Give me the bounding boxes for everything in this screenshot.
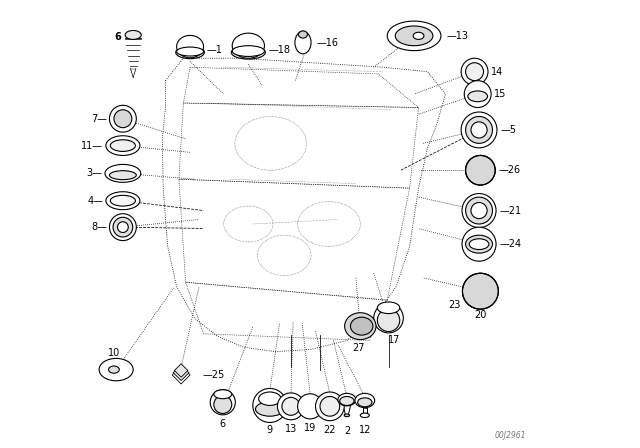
Ellipse shape	[231, 46, 266, 59]
Text: 20: 20	[474, 310, 486, 320]
Text: 6: 6	[114, 32, 120, 42]
Circle shape	[210, 390, 236, 415]
Circle shape	[471, 122, 487, 138]
Ellipse shape	[355, 393, 374, 408]
Ellipse shape	[360, 413, 369, 418]
Circle shape	[463, 273, 499, 309]
Ellipse shape	[255, 402, 284, 416]
Ellipse shape	[232, 33, 264, 58]
Ellipse shape	[338, 393, 356, 406]
Ellipse shape	[214, 390, 232, 399]
Ellipse shape	[396, 26, 433, 46]
Ellipse shape	[176, 46, 204, 59]
Ellipse shape	[298, 31, 307, 38]
Ellipse shape	[358, 398, 372, 407]
Circle shape	[298, 394, 323, 419]
Circle shape	[461, 112, 497, 148]
Text: 3—: 3—	[86, 168, 102, 178]
Ellipse shape	[110, 195, 136, 206]
Text: 19: 19	[304, 423, 316, 433]
Text: 8—: 8—	[91, 222, 107, 232]
Ellipse shape	[344, 414, 349, 417]
Circle shape	[462, 194, 496, 228]
Circle shape	[466, 116, 493, 143]
Text: —25: —25	[203, 370, 225, 380]
Text: 00J2961: 00J2961	[495, 431, 526, 440]
Circle shape	[253, 388, 287, 422]
Polygon shape	[174, 364, 188, 377]
Circle shape	[466, 197, 493, 224]
Ellipse shape	[413, 32, 424, 39]
Ellipse shape	[259, 392, 281, 405]
Text: 9: 9	[267, 425, 273, 435]
Circle shape	[282, 397, 300, 415]
Ellipse shape	[125, 30, 141, 39]
Circle shape	[471, 202, 487, 219]
Circle shape	[466, 63, 484, 81]
Text: 2: 2	[344, 426, 350, 436]
Ellipse shape	[295, 31, 311, 54]
Text: —18: —18	[269, 45, 291, 55]
Text: 13: 13	[285, 424, 297, 434]
Text: 6: 6	[220, 419, 226, 429]
Circle shape	[114, 110, 132, 128]
Circle shape	[109, 105, 136, 132]
Text: 22: 22	[324, 425, 336, 435]
Text: —5: —5	[500, 125, 516, 135]
Text: 12: 12	[358, 425, 371, 435]
Ellipse shape	[340, 396, 354, 405]
Circle shape	[374, 303, 403, 333]
Ellipse shape	[344, 313, 376, 340]
Ellipse shape	[106, 136, 140, 155]
Circle shape	[463, 273, 499, 309]
Ellipse shape	[468, 91, 488, 102]
Text: —13: —13	[447, 31, 468, 41]
Circle shape	[461, 58, 488, 85]
Ellipse shape	[99, 358, 133, 381]
Circle shape	[462, 227, 496, 261]
Polygon shape	[173, 365, 189, 380]
Circle shape	[278, 393, 305, 420]
Ellipse shape	[106, 192, 140, 210]
Text: —26: —26	[499, 165, 520, 175]
Text: —24: —24	[500, 239, 522, 249]
Text: 27: 27	[352, 343, 364, 353]
Ellipse shape	[351, 317, 373, 335]
Text: 10: 10	[108, 348, 120, 358]
Circle shape	[118, 222, 128, 233]
Ellipse shape	[232, 46, 264, 56]
Text: —21: —21	[500, 206, 522, 215]
Ellipse shape	[177, 35, 204, 58]
Text: 7—: 7—	[91, 114, 107, 124]
Ellipse shape	[109, 366, 119, 373]
Text: —16: —16	[316, 38, 339, 47]
Circle shape	[109, 214, 136, 241]
Text: 23: 23	[448, 300, 461, 310]
Text: 14: 14	[491, 67, 504, 77]
Ellipse shape	[110, 140, 136, 151]
Ellipse shape	[105, 164, 141, 182]
Ellipse shape	[378, 302, 400, 314]
Text: 11—: 11—	[81, 141, 103, 151]
Ellipse shape	[109, 171, 136, 180]
Ellipse shape	[387, 21, 441, 51]
Circle shape	[466, 155, 495, 185]
Circle shape	[466, 155, 495, 185]
Circle shape	[316, 392, 344, 421]
Circle shape	[464, 81, 491, 108]
Ellipse shape	[469, 239, 489, 250]
Text: 4—: 4—	[87, 196, 103, 206]
Circle shape	[378, 309, 400, 332]
Text: —1: —1	[207, 45, 223, 55]
Circle shape	[214, 396, 232, 414]
Circle shape	[113, 217, 132, 237]
Text: 17: 17	[388, 336, 400, 345]
Ellipse shape	[466, 235, 493, 253]
Ellipse shape	[177, 47, 204, 56]
Text: 15: 15	[494, 89, 507, 99]
Circle shape	[320, 396, 340, 416]
